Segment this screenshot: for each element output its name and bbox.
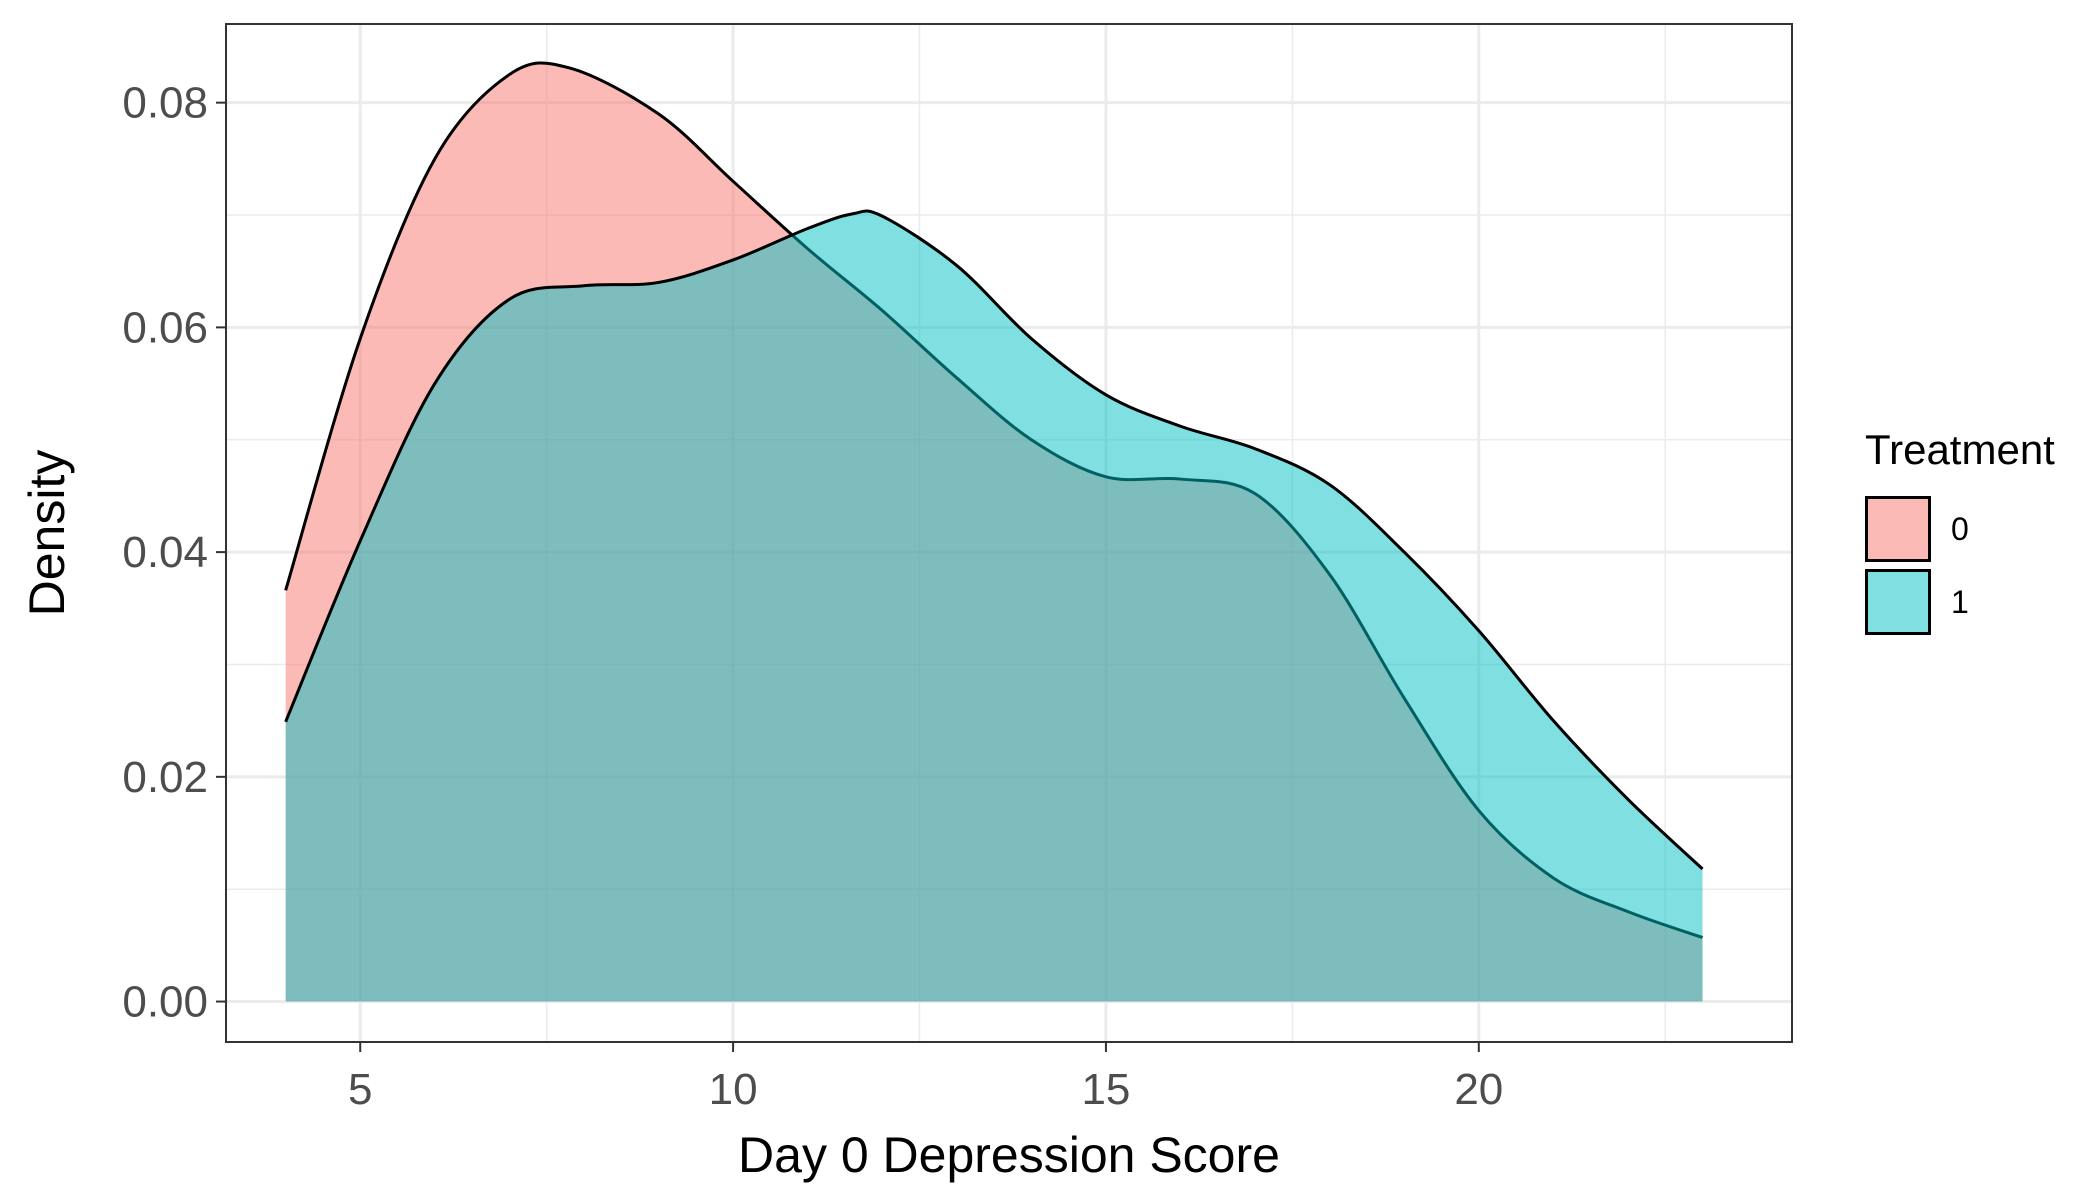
- legend-key-series-0: [1865, 496, 1931, 562]
- y-axis-title: Density: [19, 450, 75, 617]
- legend-label-series-1: 1: [1951, 584, 1969, 620]
- legend-title: Treatment: [1865, 426, 2055, 473]
- x-tick-label: 10: [709, 1065, 758, 1114]
- density-line-series-1: [284, 209, 1704, 871]
- y-tick-label: 0.08: [122, 79, 208, 128]
- x-tick-label: 15: [1081, 1065, 1130, 1114]
- y-tick-label: 0.04: [122, 528, 208, 577]
- x-tick-label: 5: [348, 1065, 372, 1114]
- y-tick-label: 0.00: [122, 978, 208, 1027]
- x-axis: 5 10 15 20: [348, 1042, 1503, 1114]
- y-tick-label: 0.06: [122, 303, 208, 352]
- legend-key-series-1: [1865, 569, 1931, 635]
- density-area-series-1: [285, 210, 1703, 1002]
- legend-label-series-0: 0: [1951, 511, 1969, 547]
- plot-panel-border: [225, 23, 1793, 1043]
- y-tick-label: 0.02: [122, 753, 208, 802]
- x-axis-title: Day 0 Depression Score: [738, 1127, 1280, 1183]
- legend: Treatment 01: [1865, 426, 2055, 635]
- x-tick-label: 20: [1454, 1065, 1503, 1114]
- legend-items: 01: [1865, 496, 1969, 635]
- y-axis: 0.00 0.02 0.04 0.06 0.08: [122, 79, 226, 1027]
- density-areas: [284, 61, 1704, 1002]
